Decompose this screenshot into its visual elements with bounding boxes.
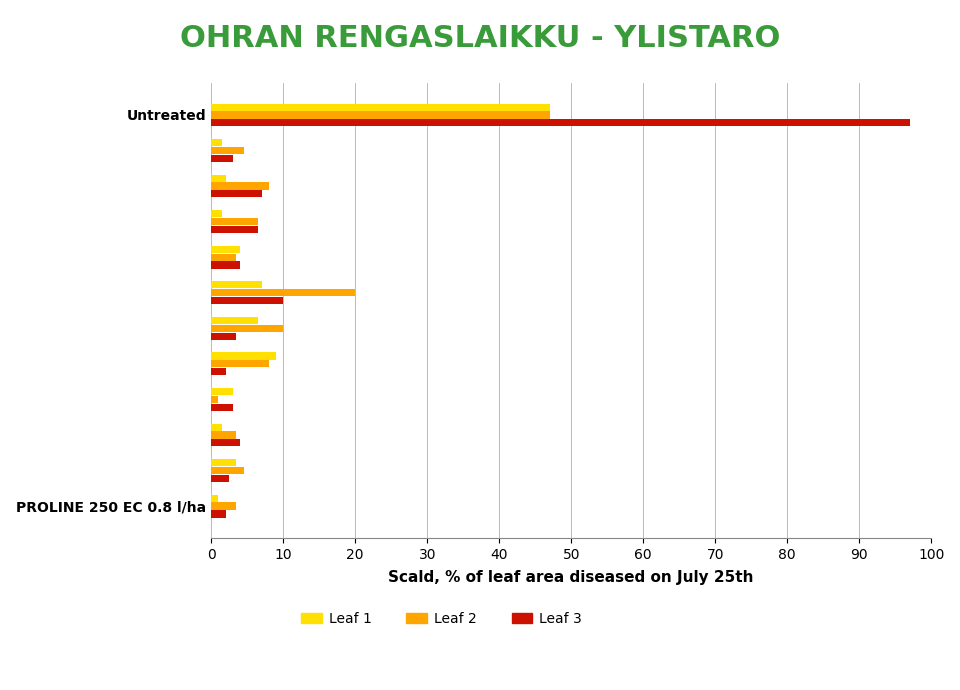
Legend: Leaf 1, Leaf 2, Leaf 3: Leaf 1, Leaf 2, Leaf 3 bbox=[296, 607, 588, 631]
Bar bbox=[211, 353, 276, 359]
X-axis label: Scald, % of leaf area diseased on July 25th: Scald, % of leaf area diseased on July 2… bbox=[389, 570, 754, 585]
Bar bbox=[211, 502, 236, 510]
Bar bbox=[211, 495, 218, 502]
Bar bbox=[211, 360, 269, 368]
Bar bbox=[211, 511, 226, 518]
Bar bbox=[211, 210, 222, 217]
Bar bbox=[211, 325, 283, 332]
Bar bbox=[211, 431, 236, 439]
Bar bbox=[211, 147, 244, 154]
Bar bbox=[211, 253, 236, 261]
Bar bbox=[211, 404, 232, 411]
Bar bbox=[211, 333, 236, 339]
Bar bbox=[211, 182, 269, 190]
Bar bbox=[211, 368, 226, 375]
Bar bbox=[211, 119, 909, 126]
Bar bbox=[211, 262, 240, 268]
Bar bbox=[211, 317, 258, 324]
Bar bbox=[211, 111, 549, 119]
Bar bbox=[211, 155, 232, 162]
Bar bbox=[211, 439, 240, 446]
Text: OHRAN RENGASLAIKKU - YLISTARO: OHRAN RENGASLAIKKU - YLISTARO bbox=[180, 24, 780, 53]
Bar bbox=[211, 139, 222, 146]
Bar bbox=[211, 104, 549, 110]
Bar bbox=[211, 282, 261, 288]
Bar bbox=[211, 396, 218, 403]
Bar bbox=[211, 226, 258, 233]
Bar bbox=[211, 175, 226, 182]
Bar bbox=[211, 467, 244, 474]
Bar bbox=[211, 297, 283, 304]
Bar bbox=[211, 246, 240, 253]
Bar bbox=[211, 475, 229, 482]
Bar bbox=[211, 459, 236, 466]
Bar bbox=[211, 190, 261, 197]
Bar bbox=[211, 289, 355, 296]
Bar bbox=[211, 424, 222, 431]
Bar bbox=[211, 218, 258, 225]
Bar bbox=[211, 388, 232, 395]
